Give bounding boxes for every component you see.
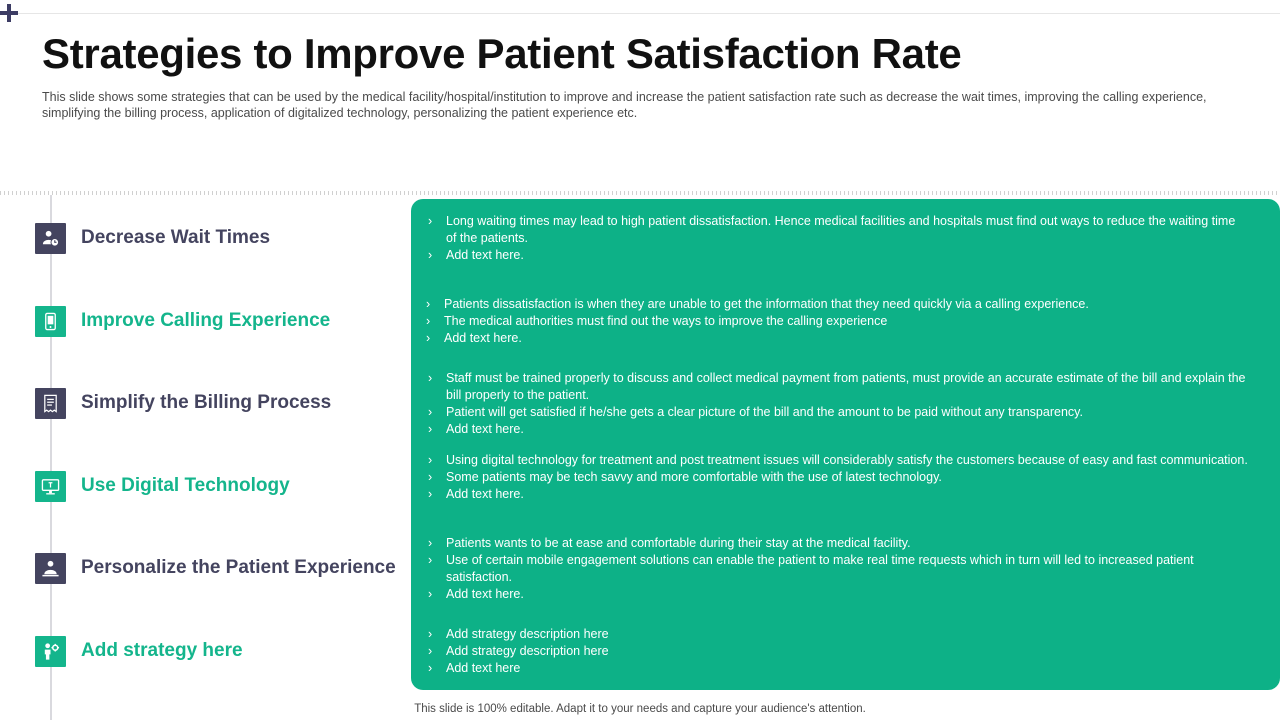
list-item: Add text here. <box>428 247 1248 264</box>
strategy-improve-calling: Improve Calling Experience <box>35 305 330 337</box>
list-item: Add strategy description here <box>428 626 1248 643</box>
description-list-2: Patients dissatisfaction is when they ar… <box>426 296 1246 347</box>
page-subtitle: This slide shows some strategies that ca… <box>42 90 1207 120</box>
patient-care-icon <box>35 552 66 584</box>
strategy-label: Simplify the Billing Process <box>81 392 332 413</box>
person-gear-icon <box>35 635 66 667</box>
footer-note: This slide is 100% editable. Adapt it to… <box>414 703 866 715</box>
list-item: Some patients may be tech savvy and more… <box>428 469 1248 486</box>
list-item: Using digital technology for treatment a… <box>428 452 1248 469</box>
description-list-4: Using digital technology for treatment a… <box>428 452 1248 503</box>
strategy-label: Personalize the Patient Experience <box>81 557 396 578</box>
list-item: The medical authorities must find out th… <box>426 313 1246 330</box>
description-list-3: Staff must be trained properly to discus… <box>428 370 1248 438</box>
list-item: Patient will get satisfied if he/she get… <box>428 404 1248 421</box>
top-rule <box>0 13 1280 14</box>
timeline-line <box>50 195 52 720</box>
strategy-label: Add strategy here <box>81 640 243 661</box>
list-item: Add text here. <box>428 421 1248 438</box>
description-panel <box>411 199 1280 690</box>
list-item: Add text here <box>428 660 1248 677</box>
plus-icon <box>0 4 18 22</box>
strategy-simplify-billing: Simplify the Billing Process <box>35 387 331 419</box>
list-item: Patients dissatisfaction is when they ar… <box>426 296 1246 313</box>
list-item: Long waiting times may lead to high pati… <box>428 213 1248 247</box>
people-clock-icon <box>35 222 66 254</box>
description-list-5: Patients wants to be at ease and comfort… <box>428 535 1248 603</box>
list-item: Add text here. <box>428 486 1248 503</box>
description-list-1: Long waiting times may lead to high pati… <box>428 213 1248 264</box>
mobile-phone-icon <box>35 305 66 337</box>
list-item: Add strategy description here <box>428 643 1248 660</box>
monitor-icon <box>35 470 66 502</box>
strategy-digital-technology: Use Digital Technology <box>35 470 290 502</box>
strategy-label: Decrease Wait Times <box>81 227 271 248</box>
list-item: Use of certain mobile engagement solutio… <box>428 552 1248 586</box>
list-item: Add text here. <box>428 586 1248 603</box>
page-title: Strategies to Improve Patient Satisfacti… <box>42 30 962 77</box>
description-list-6: Add strategy description here Add strate… <box>428 626 1248 677</box>
strategy-label: Use Digital Technology <box>81 475 290 496</box>
strategy-add-strategy: Add strategy here <box>35 635 243 667</box>
strategy-label: Improve Calling Experience <box>81 310 331 331</box>
list-item: Patients wants to be at ease and comfort… <box>428 535 1248 552</box>
strategy-decrease-wait-times: Decrease Wait Times <box>35 222 270 254</box>
list-item: Staff must be trained properly to discus… <box>428 370 1248 404</box>
bill-receipt-icon <box>35 387 66 419</box>
dotted-divider <box>0 191 1280 195</box>
list-item: Add text here. <box>426 330 1246 347</box>
strategy-personalize-experience: Personalize the Patient Experience <box>35 552 396 584</box>
